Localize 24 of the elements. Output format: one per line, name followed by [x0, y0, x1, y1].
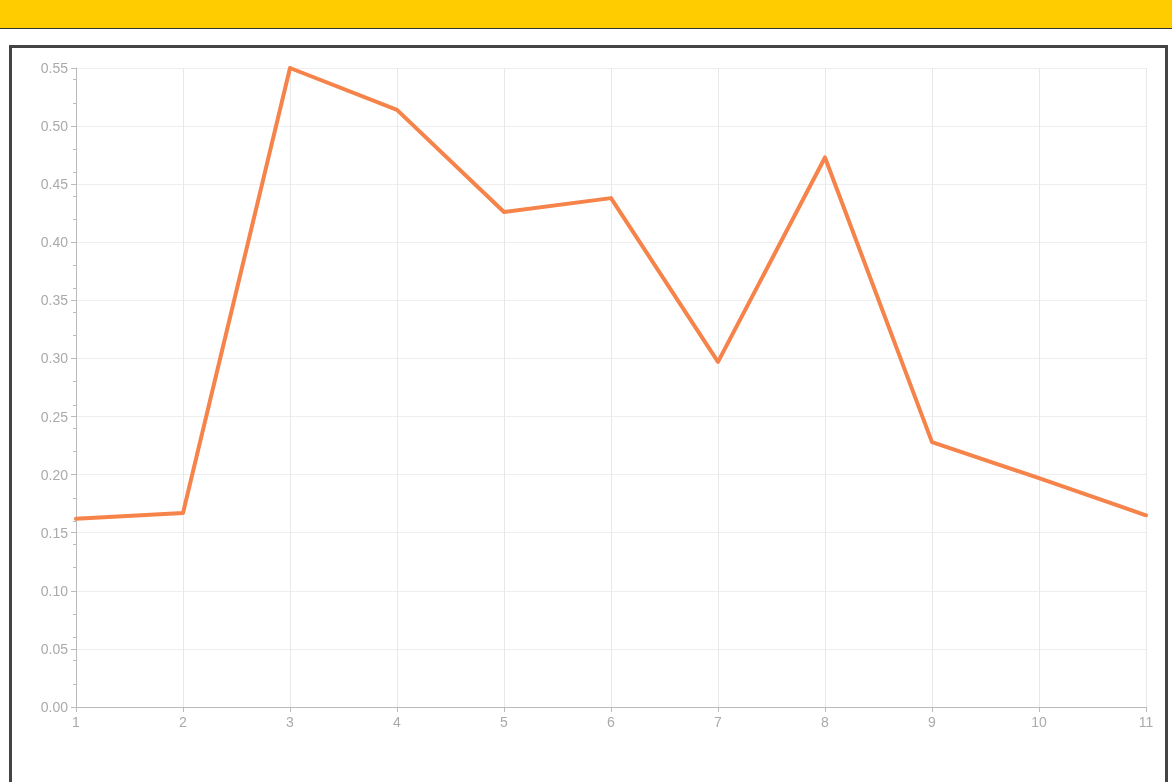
x-tick-label: 10 [1031, 714, 1047, 730]
y-tick-label: 0.30 [40, 350, 69, 367]
line-series [74, 66, 1148, 521]
x-tick-label: 9 [928, 714, 937, 730]
y-tick-label: 0.40 [40, 234, 69, 251]
y-tick-label: 0.00 [40, 699, 69, 715]
y-tick-label: 0.15 [40, 524, 69, 541]
x-tick-label: 1 [72, 714, 81, 730]
y-tick-label: 0.45 [40, 176, 69, 193]
y-tick-label: 0.35 [40, 292, 69, 309]
x-tick-label: 6 [607, 714, 616, 730]
x-tick-label: 4 [393, 714, 402, 730]
x-tick-label: 3 [286, 714, 295, 730]
y-tick-label: 0.25 [40, 408, 69, 425]
y-tick-label: 0.55 [40, 60, 69, 76]
x-tick-label: 7 [714, 714, 723, 730]
x-tick-label: 11 [1138, 714, 1154, 730]
x-tick-label: 8 [821, 714, 830, 730]
y-tick-label: 0.10 [40, 582, 69, 599]
y-tick-label: 0.20 [40, 466, 69, 483]
y-tick-label: 0.50 [40, 118, 69, 135]
x-tick-label: 2 [179, 714, 188, 730]
y-tick-label: 0.05 [40, 640, 69, 657]
x-tick-label: 5 [500, 714, 509, 730]
